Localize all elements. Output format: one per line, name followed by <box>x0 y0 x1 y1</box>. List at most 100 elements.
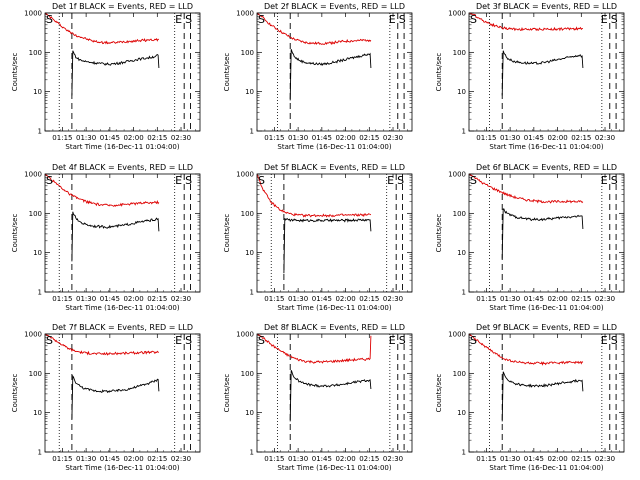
x-tick-label: 01:30 <box>500 455 520 463</box>
chart-title: Det 9f BLACK = Events, RED = LLD <box>476 323 617 332</box>
x-tick-label: 01:30 <box>76 455 96 463</box>
x-tick-label: 02:00 <box>547 455 567 463</box>
y-tick-label: 1 <box>38 128 42 136</box>
y-tick-label: 100 <box>241 370 254 378</box>
plot-frame <box>468 333 625 453</box>
y-tick-label: 1000 <box>448 331 466 339</box>
end-marker: E <box>175 174 182 187</box>
x-tick-label: 02:15 <box>571 295 591 303</box>
x-axis-label: Start Time (16-Dec-11 01:04:00) <box>65 464 179 472</box>
x-axis-label: Start Time (16-Dec-11 01:04:00) <box>489 464 603 472</box>
y-tick-label: 1 <box>38 449 42 457</box>
chart-panel-7: Det 7f BLACK = Events, RED = LLD 1 10 100 10… <box>11 323 201 472</box>
x-tick-label: 01:15 <box>52 295 72 303</box>
plot-frame <box>256 333 413 453</box>
events-series-line <box>501 208 584 259</box>
x-tick-label: 02:15 <box>147 455 167 463</box>
end-s-marker: S <box>611 13 618 26</box>
x-tick-label: 01:30 <box>500 134 520 142</box>
events-series-line <box>501 50 584 96</box>
events-series-line <box>71 211 160 262</box>
lld-series-line <box>257 13 372 46</box>
chart-title: Det 3f BLACK = Events, RED = LLD <box>476 2 617 11</box>
lld-series-line <box>45 174 160 207</box>
plot-frame <box>44 12 201 132</box>
y-tick-label: 10 <box>33 88 42 96</box>
start-marker: S <box>46 334 53 347</box>
plot-frame <box>44 333 201 453</box>
x-tick-label: 01:30 <box>76 295 96 303</box>
end-marker: E <box>175 13 182 26</box>
x-tick-label: 02:30 <box>171 134 191 142</box>
y-axis-label: Counts/sec <box>435 214 443 253</box>
x-tick-label: 02:30 <box>383 134 403 142</box>
plot-frame <box>468 173 625 293</box>
y-tick-label: 1 <box>462 449 466 457</box>
chart-title: Det 5f BLACK = Events, RED = LLD <box>264 163 405 172</box>
x-tick-label: 01:15 <box>476 295 496 303</box>
x-tick-label: 02:30 <box>595 455 615 463</box>
events-series-line <box>71 374 160 419</box>
x-tick-label: 02:15 <box>359 134 379 142</box>
y-tick-label: 100 <box>241 210 254 218</box>
chart-panel-4: Det 4f BLACK = Events, RED = LLD 1 10 100 10… <box>11 163 201 312</box>
y-tick-label: 1 <box>462 128 466 136</box>
x-tick-label: 01:45 <box>312 134 332 142</box>
x-axis-label: Start Time (16-Dec-11 01:04:00) <box>277 143 391 151</box>
start-marker: S <box>46 174 53 187</box>
y-tick-label: 1 <box>250 449 254 457</box>
start-marker: S <box>258 13 265 26</box>
y-tick-label: 100 <box>453 370 466 378</box>
x-tick-label: 01:15 <box>52 455 72 463</box>
x-tick-label: 02:30 <box>595 134 615 142</box>
chart-panel-5: Det 5f BLACK = Events, RED = LLD 1 10 100 10… <box>223 163 413 312</box>
chart-panel-6: Det 6f BLACK = Events, RED = LLD 1 10 100 10… <box>435 163 625 312</box>
y-tick-label: 1000 <box>448 171 466 179</box>
end-marker: E <box>601 334 608 347</box>
x-tick-label: 01:45 <box>524 295 544 303</box>
y-axis-label: Counts/sec <box>223 53 231 92</box>
end-marker: E <box>601 174 608 187</box>
x-axis-label: Start Time (16-Dec-11 01:04:00) <box>277 304 391 312</box>
x-tick-label: 02:30 <box>171 455 191 463</box>
events-series-line <box>289 49 372 101</box>
x-tick-label: 01:45 <box>100 134 120 142</box>
end-marker: E <box>387 174 394 187</box>
y-tick-label: 100 <box>29 370 42 378</box>
start-marker: S <box>470 334 477 347</box>
lld-series-line <box>469 13 584 32</box>
end-s-marker: S <box>185 334 192 347</box>
lld-series-line <box>45 13 160 45</box>
x-tick-label: 02:15 <box>359 455 379 463</box>
events-series-line <box>289 370 372 422</box>
chart-title: Det 7f BLACK = Events, RED = LLD <box>52 323 193 332</box>
end-s-marker: S <box>185 13 192 26</box>
x-tick-label: 01:30 <box>76 134 96 142</box>
chart-panel-1: Det 1f BLACK = Events, RED = LLD 1 10 100 10… <box>11 2 201 151</box>
x-tick-label: 01:15 <box>264 455 284 463</box>
chart-title: Det 4f BLACK = Events, RED = LLD <box>52 163 193 172</box>
x-tick-label: 02:30 <box>171 295 191 303</box>
y-tick-label: 1000 <box>24 10 42 18</box>
y-tick-label: 1 <box>250 289 254 297</box>
y-tick-label: 1000 <box>24 331 42 339</box>
plot-frame <box>256 12 413 132</box>
x-axis-label: Start Time (16-Dec-11 01:04:00) <box>65 304 179 312</box>
x-tick-label: 02:30 <box>383 455 403 463</box>
y-tick-label: 10 <box>457 409 466 417</box>
y-tick-label: 100 <box>29 210 42 218</box>
end-s-marker: S <box>397 174 404 187</box>
plot-frame <box>468 12 625 132</box>
x-axis-label: Start Time (16-Dec-11 01:04:00) <box>489 304 603 312</box>
chart-title: Det 1f BLACK = Events, RED = LLD <box>52 2 193 11</box>
y-tick-label: 10 <box>245 88 254 96</box>
y-tick-label: 1000 <box>448 10 466 18</box>
y-tick-label: 100 <box>241 49 254 57</box>
y-tick-label: 1000 <box>236 171 254 179</box>
y-tick-label: 1 <box>462 289 466 297</box>
x-tick-label: 01:45 <box>524 455 544 463</box>
y-axis-label: Counts/sec <box>11 374 19 413</box>
x-tick-label: 01:45 <box>100 295 120 303</box>
x-axis-label: Start Time (16-Dec-11 01:04:00) <box>277 464 391 472</box>
